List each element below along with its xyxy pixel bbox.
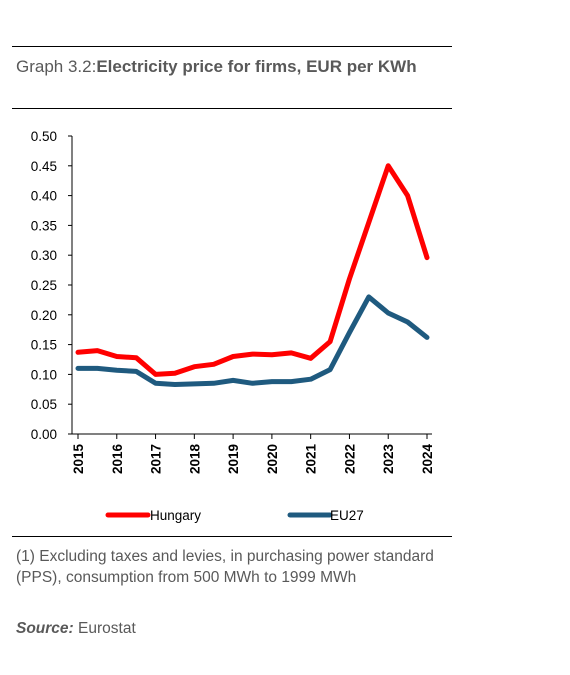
legend: Hungary EU27 [105,508,364,523]
graph-label: Graph 3.2: [16,57,97,76]
x-tick-label: 2015 [71,444,86,475]
x-tick-label: 2022 [342,444,357,474]
y-tick-label: 0.15 [31,338,57,353]
series-line-hungary [75,163,430,377]
series-lines [75,163,430,387]
y-tick-label: 0.20 [31,308,57,323]
y-tick-label: 0.40 [31,189,57,204]
notes-rule [12,536,452,537]
top-rule [12,46,452,47]
x-tick-label: 2019 [226,444,241,474]
source-value: Eurostat [73,620,136,637]
source-line: Source: Eurostat [16,620,136,638]
y-tick-label: 0.45 [31,159,57,174]
legend-label-eu27: EU27 [330,508,364,523]
x-tick-label: 2016 [110,444,125,475]
source-label: Source: [16,620,74,637]
y-tick-label: 0.25 [31,278,57,293]
graph-title-text: Electricity price for firms, EUR per KWh [96,57,417,76]
footnote: (1) Excluding taxes and levies, in purch… [16,548,434,586]
y-tick-label: 0.30 [31,248,57,263]
x-tick-label: 2017 [149,444,164,474]
line-chart: 0.00 0.05 0.10 0.15 0.20 0.25 0.30 0.35 0.40 0.45… [31,129,435,523]
x-tick-label: 2020 [265,444,280,474]
series-line-eu27 [75,294,430,387]
chart-title: Graph 3.2:Electricity price for firms, E… [16,56,456,78]
y-tick-label: 0.10 [31,367,57,382]
legend-label-hungary: Hungary [150,508,201,523]
x-tick-label: 2021 [304,444,319,475]
y-tick-label: 0.00 [31,427,57,442]
y-tick-label: 0.35 [31,218,57,233]
y-tick-label: 0.05 [31,397,57,412]
x-tick-label: 2018 [187,444,202,475]
y-axis: 0.00 0.05 0.10 0.15 0.20 0.25 0.30 0.35 0.40 0.45… [31,129,73,442]
x-tick-label: 2023 [381,444,396,475]
title-rule [12,108,452,109]
y-tick-label: 0.50 [31,129,57,144]
x-tick-label: 2024 [420,444,435,475]
x-axis: 2015 2016 2017 2018 2019 2020 2021 2022 2023 2024 [71,433,435,475]
